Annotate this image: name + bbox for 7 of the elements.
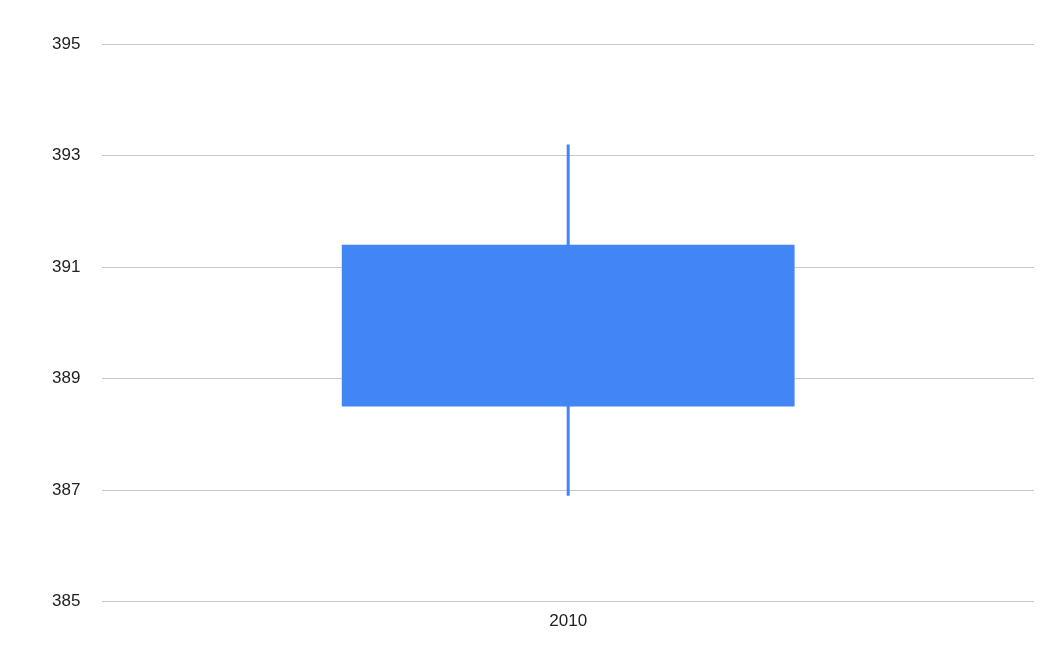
y-tick-label: 389	[51, 368, 81, 388]
y-tick-label: 387	[51, 479, 81, 499]
y-tick-label: 385	[51, 591, 81, 611]
y-tick-label: 393	[51, 145, 81, 165]
x-tick-label: 2010	[549, 611, 588, 631]
y-tick-label: 391	[51, 256, 81, 276]
y-tick-label: 395	[51, 33, 81, 53]
